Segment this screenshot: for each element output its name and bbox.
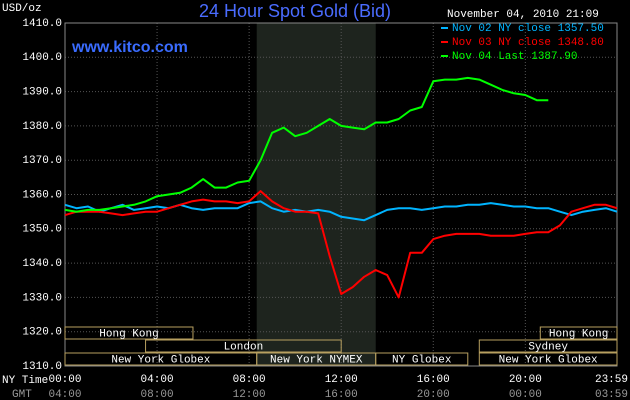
y-tick-label: 1330.0 bbox=[22, 292, 62, 304]
y-tick-label: 1350.0 bbox=[22, 224, 62, 236]
session-box bbox=[145, 339, 342, 353]
plot-frame bbox=[64, 22, 618, 367]
session-box bbox=[478, 339, 618, 353]
series-line bbox=[64, 190, 618, 299]
y-tick-label: 1360.0 bbox=[22, 189, 62, 201]
y-tick-label: 1370.0 bbox=[22, 155, 62, 167]
x-tick-label: 20:00 bbox=[509, 374, 542, 386]
source: www.kitco.com bbox=[71, 39, 188, 56]
session-box bbox=[539, 326, 618, 340]
session-label: Sydney bbox=[528, 341, 568, 353]
x-tick-label: 23:59 bbox=[595, 374, 628, 386]
session-label: Hong Kong bbox=[549, 328, 608, 340]
x2-tick-label: 08:00 bbox=[141, 389, 174, 400]
x-tick-label: 12:00 bbox=[325, 374, 358, 386]
session-shade bbox=[256, 23, 376, 366]
x2-tick-label: 00:00 bbox=[509, 389, 542, 400]
y-tick-label: 1390.0 bbox=[22, 87, 62, 99]
y-tick-label: 1380.0 bbox=[22, 121, 62, 133]
y-tick-label: 1410.0 bbox=[22, 18, 62, 30]
legend-label: Nov 04 Last 1387.90 bbox=[452, 51, 577, 63]
series-line bbox=[64, 200, 618, 222]
legend-label: Nov 03 NY close 1348.80 bbox=[452, 37, 604, 49]
timestamp: November 04, 2010 21:09 bbox=[447, 9, 599, 21]
session-label: New York Globex bbox=[499, 354, 598, 366]
x-tick-label: 00:00 bbox=[48, 374, 81, 386]
series-line bbox=[64, 76, 549, 213]
session-label: New York Globex bbox=[111, 354, 210, 366]
y-tick-label: 1320.0 bbox=[22, 327, 62, 339]
session-box bbox=[478, 352, 618, 366]
x2-tick-label: 12:00 bbox=[233, 389, 266, 400]
y-tick-label: 1310.0 bbox=[22, 361, 62, 373]
chart-title: 24 Hour Spot Gold (Bid) bbox=[199, 1, 391, 21]
x2-axis-label: GMT bbox=[12, 389, 32, 400]
y-tick-label: 1340.0 bbox=[22, 258, 62, 270]
x-tick-label: 04:00 bbox=[141, 374, 174, 386]
x2-tick-label: 03:59 bbox=[595, 389, 628, 400]
session-box bbox=[375, 352, 469, 366]
session-box bbox=[64, 326, 194, 340]
y-axis-label: USD/oz bbox=[2, 3, 42, 15]
y-tick-label: 1400.0 bbox=[22, 52, 62, 64]
x-tick-label: 16:00 bbox=[417, 374, 450, 386]
x2-tick-label: 16:00 bbox=[325, 389, 358, 400]
x2-tick-label: 20:00 bbox=[417, 389, 450, 400]
session-label: Hong Kong bbox=[99, 328, 158, 340]
x-axis-label: NY Time bbox=[2, 375, 48, 387]
legend-label: Nov 02 NY close 1357.50 bbox=[452, 23, 604, 35]
x2-tick-label: 04:00 bbox=[48, 389, 81, 400]
session-label: NY Globex bbox=[392, 354, 452, 366]
x-tick-label: 08:00 bbox=[233, 374, 266, 386]
session-label: London bbox=[224, 341, 264, 353]
session-label: New York NYMEX bbox=[270, 354, 363, 366]
